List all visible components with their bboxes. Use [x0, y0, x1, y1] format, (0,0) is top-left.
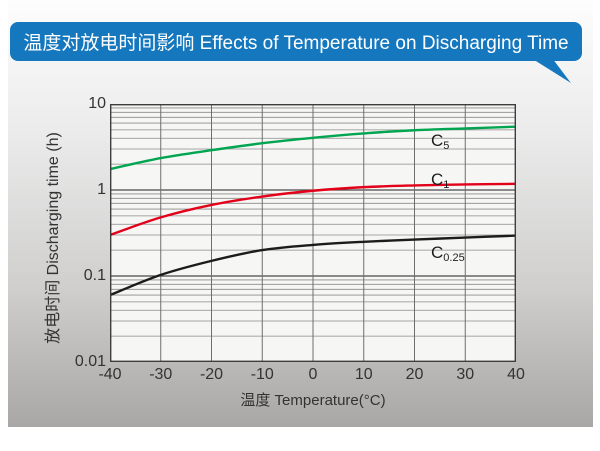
y-tick-label: 0.1 — [83, 267, 106, 284]
x-tick-label: 10 — [354, 366, 373, 383]
x-tick-label: 20 — [405, 366, 424, 383]
x-tick-label: 40 — [507, 366, 525, 383]
x-tick-label: -30 — [149, 366, 173, 383]
x-tick-label: 30 — [456, 366, 475, 383]
y-tick-label: 1 — [97, 181, 106, 198]
y-tick-label: 0.01 — [74, 353, 106, 370]
y-axis-title: 放电时间 Discharging time (h) — [45, 132, 62, 344]
curve-c1 — [110, 182, 516, 237]
x-tick-label: -20 — [199, 366, 224, 383]
plot-border — [110, 104, 516, 362]
x-tick-label: -40 — [98, 366, 122, 383]
series-label-c0.25: C0.25 — [431, 243, 465, 264]
title-banner: 温度对放电时间影响 Effects of Temperature on Disc… — [10, 22, 582, 61]
curve-c5 — [110, 125, 516, 171]
x-tick-label: 0 — [308, 366, 318, 383]
x-axis-title: 温度 Temperature(°C) — [240, 392, 386, 409]
x-tick-label: -10 — [250, 366, 274, 383]
plot-area — [110, 104, 516, 362]
y-tick-label: 10 — [88, 95, 106, 112]
series-label-c5: C5 — [431, 131, 450, 152]
curve-c0.25 — [110, 234, 516, 297]
banner-title: 温度对放电时间影响 Effects of Temperature on Disc… — [23, 33, 569, 54]
series-label-c1: C1 — [431, 170, 450, 191]
